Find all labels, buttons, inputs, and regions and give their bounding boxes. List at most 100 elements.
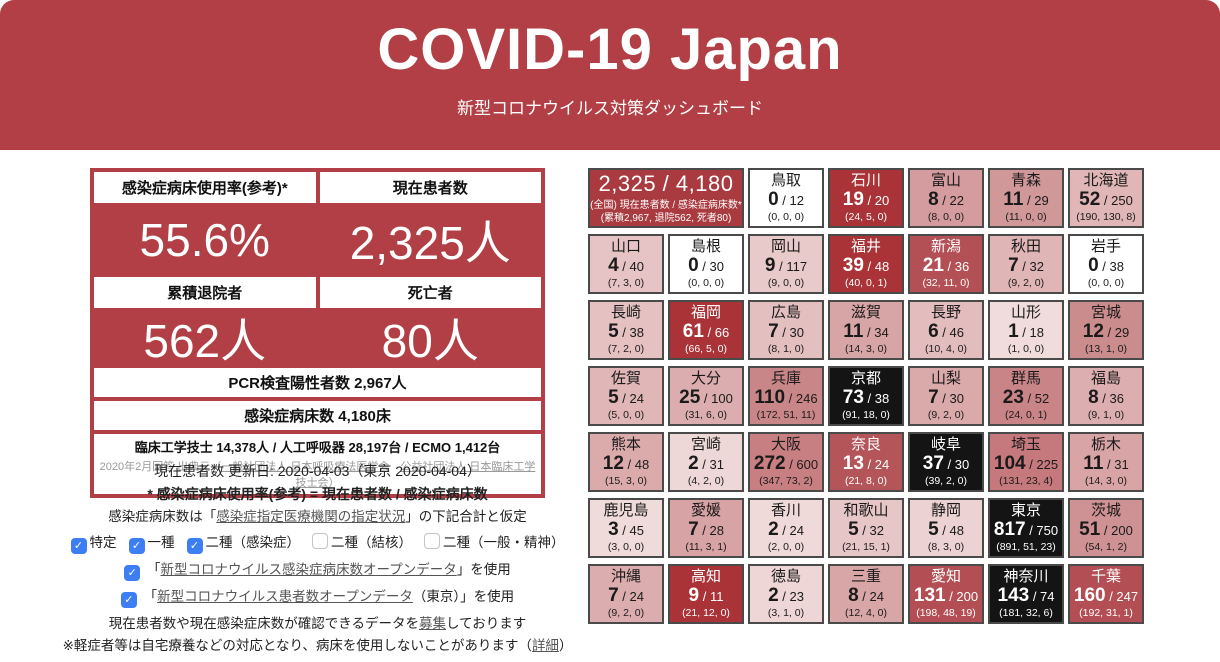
bed-type-option[interactable]: ✓ 一種 bbox=[128, 535, 175, 554]
prefecture-cell[interactable]: 佐賀 5 / 24 (5, 0, 0) bbox=[588, 366, 664, 426]
prefecture-cell[interactable]: 山梨 7 / 30 (9, 2, 0) bbox=[908, 366, 984, 426]
prefecture-cell[interactable]: 神奈川 143 / 74 (181, 32, 6) bbox=[988, 564, 1064, 624]
prefecture-cell[interactable]: 京都 73 / 38 (91, 18, 0) bbox=[828, 366, 904, 426]
prefecture-name: 栃木 bbox=[1090, 435, 1121, 453]
prefecture-cell[interactable]: 静岡 5 / 48 (8, 3, 0) bbox=[908, 498, 984, 558]
prefecture-cell[interactable]: 宮城 12 / 29 (13, 1, 0) bbox=[1068, 300, 1144, 360]
checked-checkbox-icon[interactable]: ✓ bbox=[124, 564, 141, 581]
prefecture-cell[interactable]: 東京 817 / 750 (891, 51, 23) bbox=[988, 498, 1064, 558]
prefecture-cell[interactable]: 鳥取 0 / 12 (0, 0, 0) bbox=[748, 168, 824, 228]
prefecture-detail: (91, 18, 0) bbox=[842, 408, 890, 421]
equipment-counts: 臨床工学技士 14,378人 / 人工呼吸器 28,197台 / ECMO 1,… bbox=[134, 440, 501, 455]
prefecture-detail: (172, 51, 11) bbox=[756, 408, 816, 421]
note-opendata-patients: ✓ 「新型コロナウイルス患者数オープンデータ（東京）」を使用 bbox=[45, 588, 590, 608]
prefecture-cell[interactable]: 熊本 12 / 48 (15, 3, 0) bbox=[588, 432, 664, 492]
stat-label-bed-usage: 感染症病床使用率(参考)* bbox=[94, 172, 316, 203]
unchecked-checkbox-icon[interactable] bbox=[312, 532, 328, 549]
prefecture-cell[interactable]: 福井 39 / 48 (40, 0, 1) bbox=[828, 234, 904, 294]
prefecture-value: 11 / 29 bbox=[1003, 189, 1049, 211]
prefecture-cell[interactable]: 愛知 131 / 200 (198, 48, 19) bbox=[908, 564, 984, 624]
unchecked-checkbox-icon[interactable] bbox=[424, 532, 440, 549]
prefecture-cell[interactable]: 福島 8 / 36 (9, 1, 0) bbox=[1068, 366, 1144, 426]
prefecture-cell[interactable]: 富山 8 / 22 (8, 0, 0) bbox=[908, 168, 984, 228]
bed-type-option[interactable]: ✓ 二種（感染症） bbox=[186, 535, 300, 554]
prefecture-name: 京都 bbox=[850, 369, 881, 387]
prefecture-name: 石川 bbox=[850, 171, 881, 189]
prefecture-cell[interactable]: 大阪 272 / 600 (347, 73, 2) bbox=[748, 432, 824, 492]
prefecture-value: 8 / 22 bbox=[928, 189, 964, 211]
bed-designation-link[interactable]: 感染症指定医療機関の指定状況 bbox=[216, 509, 406, 524]
source-link-respiratory-society[interactable]: 一般社団法人 日本呼吸療法医学会 bbox=[221, 461, 390, 473]
prefecture-cell[interactable]: 長野 6 / 46 (10, 4, 0) bbox=[908, 300, 984, 360]
prefecture-value: 7 / 24 bbox=[608, 585, 644, 607]
prefecture-cell[interactable]: 広島 7 / 30 (8, 1, 0) bbox=[748, 300, 824, 360]
opendata-patients-link[interactable]: 新型コロナウイルス患者数オープンデータ bbox=[157, 588, 413, 604]
prefecture-cell[interactable]: 岩手 0 / 38 (0, 0, 0) bbox=[1068, 234, 1144, 294]
prefecture-cell[interactable]: 高知 9 / 11 (21, 12, 0) bbox=[668, 564, 744, 624]
prefecture-name: 福岡 bbox=[690, 303, 721, 321]
prefecture-detail: (0, 0, 0) bbox=[767, 210, 805, 223]
prefecture-name: 群馬 bbox=[1010, 369, 1041, 387]
prefecture-detail: (31, 6, 0) bbox=[684, 408, 728, 421]
bed-type-option[interactable]: 二種（一般・精神） bbox=[424, 532, 565, 550]
prefecture-cell[interactable]: 山形 1 / 18 (1, 0, 0) bbox=[988, 300, 1064, 360]
prefecture-cell[interactable]: 愛媛 7 / 28 (11, 3, 1) bbox=[668, 498, 744, 558]
recruit-link[interactable]: 募集 bbox=[419, 615, 447, 631]
prefecture-cell[interactable]: 埼玉 104 / 225 (131, 23, 4) bbox=[988, 432, 1064, 492]
checked-checkbox-icon[interactable]: ✓ bbox=[120, 591, 137, 608]
prefecture-detail: (9, 0, 0) bbox=[767, 276, 805, 289]
prefecture-cell[interactable]: 岐阜 37 / 30 (39, 2, 0) bbox=[908, 432, 984, 492]
prefecture-cell[interactable]: 兵庫 110 / 246 (172, 51, 11) bbox=[748, 366, 824, 426]
prefecture-cell[interactable]: 鹿児島 3 / 45 (3, 0, 0) bbox=[588, 498, 664, 558]
prefecture-cell[interactable]: 千葉 160 / 247 (192, 31, 1) bbox=[1068, 564, 1144, 624]
opendata-beds-link[interactable]: 新型コロナウイルス感染症病床数オープンデータ bbox=[160, 561, 457, 577]
checked-checkbox-icon[interactable]: ✓ bbox=[70, 537, 87, 554]
prefecture-cell[interactable]: 島根 0 / 30 (0, 0, 0) bbox=[668, 234, 744, 294]
prefecture-value: 37 / 30 bbox=[922, 453, 970, 475]
prefecture-cell[interactable]: 奈良 13 / 24 (21, 8, 0) bbox=[828, 432, 904, 492]
prefecture-detail: (21, 15, 1) bbox=[842, 540, 890, 553]
prefecture-detail: (9, 2, 0) bbox=[607, 606, 645, 619]
prefecture-cell[interactable]: 徳島 2 / 23 (3, 1, 0) bbox=[748, 564, 824, 624]
prefecture-value: 160 / 247 bbox=[1073, 585, 1139, 607]
prefecture-cell[interactable]: 宮崎 2 / 31 (4, 2, 0) bbox=[668, 432, 744, 492]
prefecture-cell[interactable]: 石川 19 / 20 (24, 5, 0) bbox=[828, 168, 904, 228]
prefecture-cell[interactable]: 山口 4 / 40 (7, 3, 0) bbox=[588, 234, 664, 294]
prefecture-value: 9 / 117 bbox=[764, 255, 808, 277]
prefecture-detail: (8, 0, 0) bbox=[927, 210, 965, 223]
prefecture-cell[interactable]: 新潟 21 / 36 (32, 11, 0) bbox=[908, 234, 984, 294]
prefecture-cell[interactable]: 大分 25 / 100 (31, 6, 0) bbox=[668, 366, 744, 426]
prefecture-cell[interactable]: 福岡 61 / 66 (66, 5, 0) bbox=[668, 300, 744, 360]
prefecture-cell[interactable]: 三重 8 / 24 (12, 4, 0) bbox=[828, 564, 904, 624]
prefecture-cell[interactable]: 茨城 51 / 200 (54, 1, 2) bbox=[1068, 498, 1144, 558]
bed-type-option[interactable]: ✓ 特定 bbox=[70, 535, 117, 554]
checked-checkbox-icon[interactable]: ✓ bbox=[128, 537, 145, 554]
prefecture-cell[interactable]: 岡山 9 / 117 (9, 0, 0) bbox=[748, 234, 824, 294]
stat-label-current-patients: 現在患者数 bbox=[319, 172, 541, 203]
prefecture-cell[interactable]: 和歌山 5 / 32 (21, 15, 1) bbox=[828, 498, 904, 558]
prefecture-value: 7 / 32 bbox=[1008, 255, 1044, 277]
prefecture-cell[interactable]: 長崎 5 / 38 (7, 2, 0) bbox=[588, 300, 664, 360]
prefecture-cell[interactable]: 秋田 7 / 32 (9, 2, 0) bbox=[988, 234, 1064, 294]
prefecture-value: 131 / 200 bbox=[913, 585, 979, 607]
prefecture-cell[interactable]: 沖縄 7 / 24 (9, 2, 0) bbox=[588, 564, 664, 624]
prefecture-cell[interactable]: 栃木 11 / 31 (14, 3, 0) bbox=[1068, 432, 1144, 492]
prefecture-cell[interactable]: 北海道 52 / 250 (190, 130, 8) bbox=[1068, 168, 1144, 228]
source-link-engineers-association[interactable]: 公益社団法人 日本臨床工学技士会 bbox=[295, 461, 536, 489]
prefecture-value: 272 / 600 bbox=[753, 453, 819, 475]
prefecture-cell[interactable]: 滋賀 11 / 34 (14, 3, 0) bbox=[828, 300, 904, 360]
prefecture-cell[interactable]: 青森 11 / 29 (11, 0, 0) bbox=[988, 168, 1064, 228]
prefecture-name: 大分 bbox=[690, 369, 721, 387]
prefecture-name: 愛知 bbox=[930, 567, 961, 585]
prefecture-value: 73 / 38 bbox=[842, 387, 890, 409]
checked-checkbox-icon[interactable]: ✓ bbox=[186, 537, 203, 554]
prefecture-cell[interactable]: 群馬 23 / 52 (24, 0, 1) bbox=[988, 366, 1064, 426]
prefecture-name: 熊本 bbox=[610, 435, 641, 453]
prefecture-value: 7 / 30 bbox=[928, 387, 964, 409]
prefecture-cell[interactable]: 香川 2 / 24 (2, 0, 0) bbox=[748, 498, 824, 558]
detail-link[interactable]: 詳細 bbox=[531, 638, 559, 653]
prefecture-name: 東京 bbox=[1010, 501, 1041, 519]
prefecture-value: 7 / 28 bbox=[688, 519, 724, 541]
bed-type-option[interactable]: 二種（結核） bbox=[312, 532, 412, 550]
prefecture-value: 12 / 29 bbox=[1082, 321, 1130, 343]
